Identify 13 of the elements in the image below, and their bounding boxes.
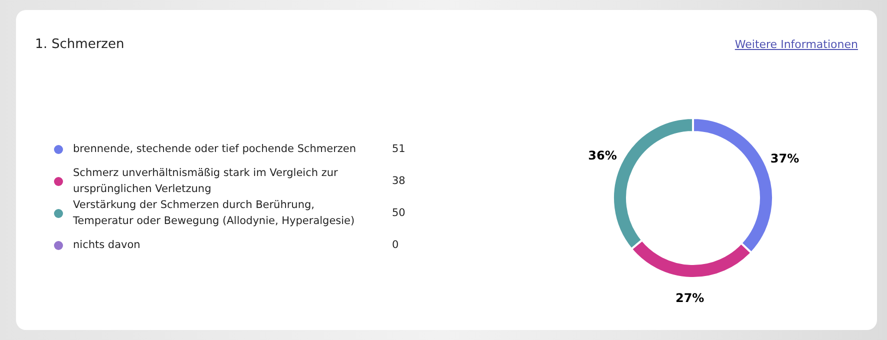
text: 38 <box>392 175 406 187</box>
data-label: 37% <box>770 151 800 166</box>
text: 51 <box>392 143 406 155</box>
data-label: 36% <box>588 148 617 162</box>
legend-label: nichts davon <box>73 238 142 253</box>
chart-title: 1. Schmerzen <box>35 37 124 52</box>
data-label: 27% <box>675 290 704 305</box>
text: 0 <box>392 239 399 251</box>
legend-label: brennende, stechende oder tief pochende Schmerzen <box>73 142 358 157</box>
legend-label: Verstärkung der Schmerzen durch Berührung, Temperatur oder Bewegung (Allodynie, Hyperalgesie) <box>73 198 356 229</box>
legend-label: Schmerz unverhältnismäßig stark im Vergleich zur ursprünglichen Verletzung <box>73 166 339 197</box>
text: Weitere Informationen <box>734 38 858 51</box>
text: 50 <box>392 207 406 219</box>
